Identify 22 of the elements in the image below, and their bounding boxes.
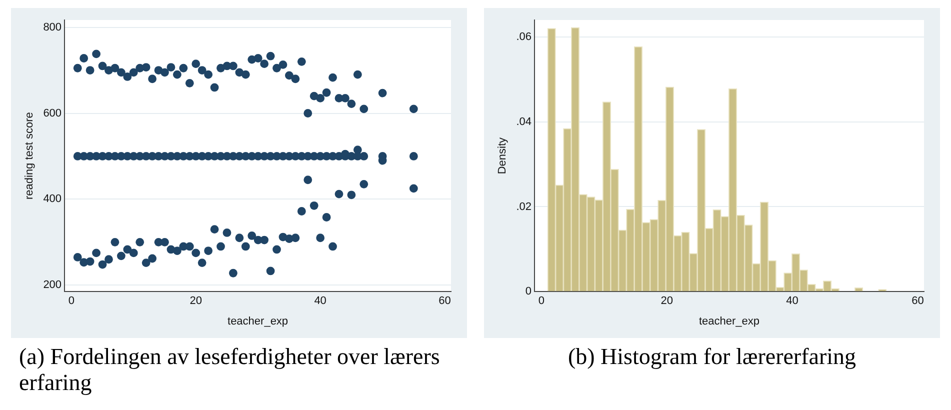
x-tick-label: 60 [438,295,451,308]
y-axis-title: reading test score [24,112,36,200]
y-tick-label: .04 [516,116,532,128]
x-tick-label: 20 [190,295,202,308]
y-tick-label: 400 [43,193,62,206]
y-tick-label: 200 [43,279,62,292]
x-tick-label: 0 [538,295,544,308]
x-tick-label: 0 [68,295,74,308]
x-tick-label: 60 [912,295,924,308]
y-tick-label: 600 [43,107,62,120]
y-tick-label: 800 [43,21,62,34]
x-tick-label: 20 [660,295,673,308]
x-tick-label: 40 [786,295,798,308]
x-axis-title: teacher_exp [698,315,760,328]
y-tick-label: .02 [516,200,532,213]
text: (b) Histogram for lærererfaring [566,344,858,370]
text: (a) Fordelingen av leseferdigheter over lærers erfaring [19,344,441,396]
y-axis-title: Density [496,136,509,174]
x-tick-label: 40 [314,295,326,308]
x-axis-title: teacher_exp [228,315,288,328]
y-tick-label: .06 [516,31,532,44]
y-tick-label: 0 [525,286,532,298]
